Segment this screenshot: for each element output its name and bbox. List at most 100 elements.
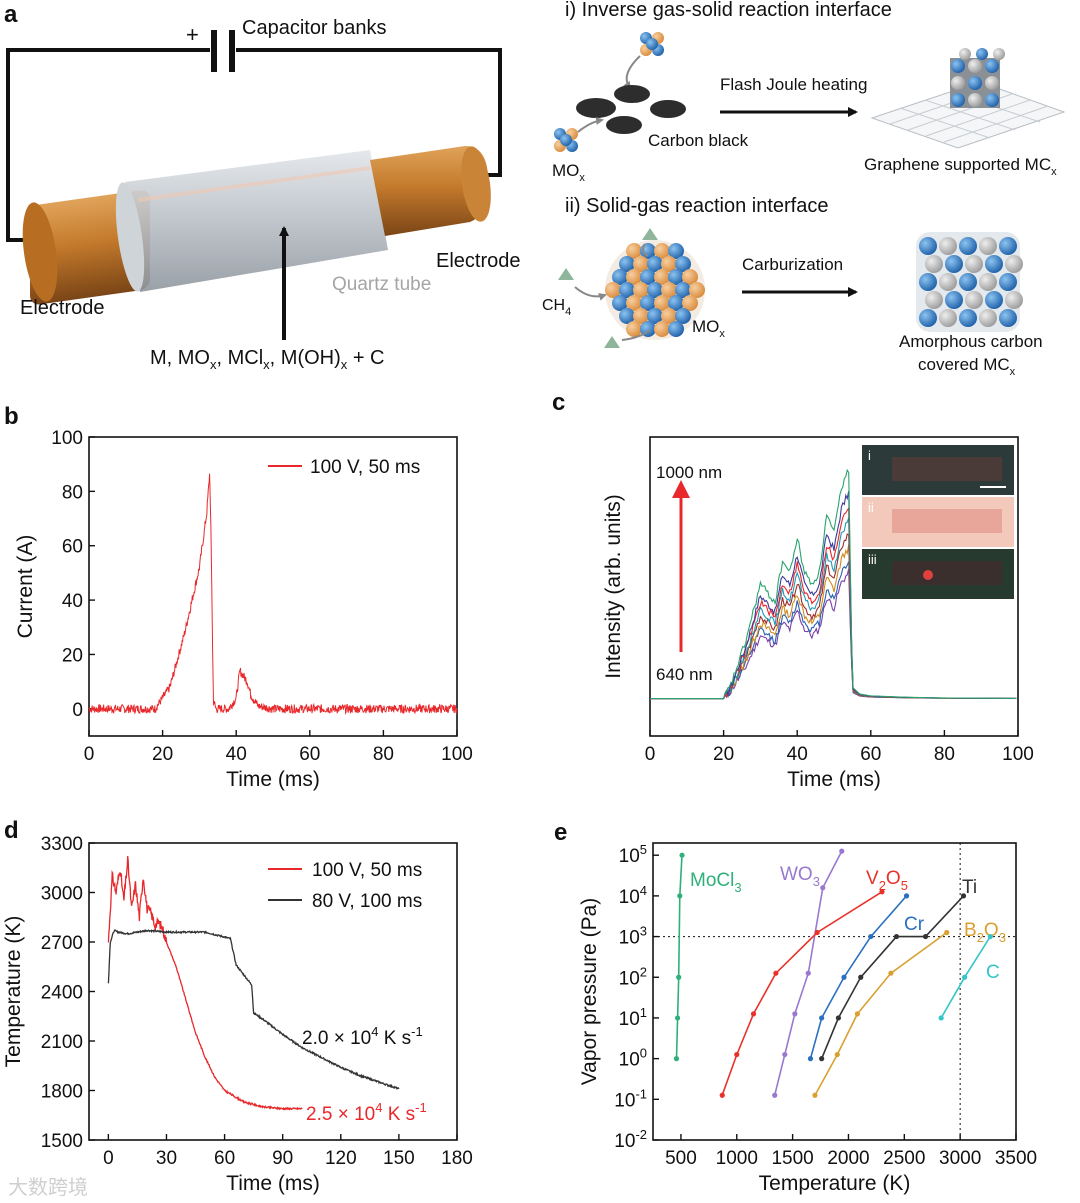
vapor-series-line [675,855,683,1059]
atom [640,295,656,311]
mcx-cube-ii [916,232,1023,332]
plot-frame [652,842,1017,1141]
vapor-series-point [719,1092,725,1098]
x-tick-label: 3500 [995,1148,1037,1169]
y-tick-label: 101 [619,1005,647,1030]
y-tick-label: 100 [51,428,83,449]
series-label: MoCl3 [690,870,742,895]
panel-label-c: c [552,389,565,416]
carbon-black-label: Carbon black [648,131,749,150]
rate-label-red: 2.5 × 104 K s-1 [306,1100,427,1125]
vapor-series-point [888,970,894,976]
panel-b: b 0 20 40 60 80 100 0 20 40 60 80 100 Time (ms) Curre… [4,403,473,791]
vapor-series-point [922,933,929,940]
atom [939,273,957,291]
atom [689,282,705,298]
y-tick-label: 1500 [41,1131,83,1152]
vapor-series-point [903,893,910,899]
atom [605,282,621,298]
vapor-series-point [807,1056,814,1062]
x-tick-label: 60 [214,1148,235,1169]
atom [668,295,684,311]
y-tick-label: 10-2 [614,1127,647,1152]
vapor-series-point [814,929,820,936]
x-tick-label: 100 [441,744,473,765]
y-tick-label: 100 [619,1046,647,1071]
atom [675,256,691,272]
series-label: V2O5 [866,868,908,893]
vapor-series-point [820,885,826,891]
atom [919,309,937,327]
x-tick-label: 100 [1002,744,1034,765]
current-series-line [88,473,458,715]
capacitor-banks-label: Capacitor banks [242,17,387,39]
atom [626,269,642,285]
atom [979,237,997,255]
atom [668,243,684,259]
gas-arrow-left [577,117,604,133]
series-label: Ti [962,877,977,898]
vapor-series-point [839,848,845,854]
atom [626,321,642,337]
atom [612,295,628,311]
atom [919,273,937,291]
legend-label: 100 V, 50 ms [310,457,420,478]
electrode-right-label: Electrode [436,250,521,272]
vapor-series-point [734,1051,740,1058]
y-axis-label: Intensity (arb. units) [602,494,625,678]
intensity-series-line [650,468,1017,700]
graphene-mcx-label: Graphene supported MCx [864,155,1057,178]
x-axis-label: Temperature (K) [759,1172,911,1195]
atom [939,309,957,327]
atom [1005,255,1023,273]
quartz-tube-label: Quartz tube [332,274,431,295]
vapor-series-point [960,893,967,899]
y-tick-label: 2400 [41,983,83,1004]
vapor-series-point [673,1056,680,1062]
inset-photo-detail [892,509,1002,533]
vapor-pressure-chart: 500 1000 1500 2000 2500 3000 3500 10-2 10-1 100 10… [578,842,1037,1195]
mox-particle-large [605,240,705,340]
atom [959,309,977,327]
atom [945,255,963,273]
legend-label: 80 V, 100 ms [312,891,422,912]
x-tick-label: 20 [152,744,173,765]
x-tick-label: 120 [325,1148,357,1169]
rate-label-black: 2.0 × 104 K s-1 [302,1024,423,1049]
atom [959,237,977,255]
y-tick-label: 60 [62,537,83,558]
atom [925,255,943,273]
wavelength-top-label: 1000 nm [656,463,722,482]
watermark: 大数跨境 [8,1176,88,1199]
atom [939,237,957,255]
vapor-series-point [841,974,847,980]
series-label: WO3 [780,864,820,889]
x-tick-label: 0 [645,744,656,765]
atom [612,269,628,285]
route-ii-title: ii) Solid-gas reaction interface [565,195,828,217]
vapor-series-line [773,850,843,1096]
atom [654,321,670,337]
atom [979,309,997,327]
panel-label-a: a [4,1,18,28]
quartz-tube [115,150,388,292]
panel-label-e: e [554,819,567,846]
vapor-series-line [820,895,965,1059]
x-tick-label: 80 [934,744,955,765]
atom [1005,291,1023,309]
inset-label: i [868,448,871,463]
x-tick-label: 30 [156,1148,177,1169]
sample-composition-label: M, MOx, MClx, M(OH)x + C [150,347,385,372]
atom [654,295,670,311]
x-axis-label: Time (ms) [787,768,881,791]
vapor-series-point [819,1056,825,1062]
panel-e: e 500 1000 1500 2000 2500 3000 3500 10-2 10-1 100… [554,819,1037,1195]
atom [647,256,663,272]
atom [633,308,649,324]
vapor-series-point [987,933,993,940]
atom [979,273,997,291]
vapor-series-point [962,974,968,980]
capacitor-plus-sign: + [186,22,199,47]
atom [959,273,977,291]
